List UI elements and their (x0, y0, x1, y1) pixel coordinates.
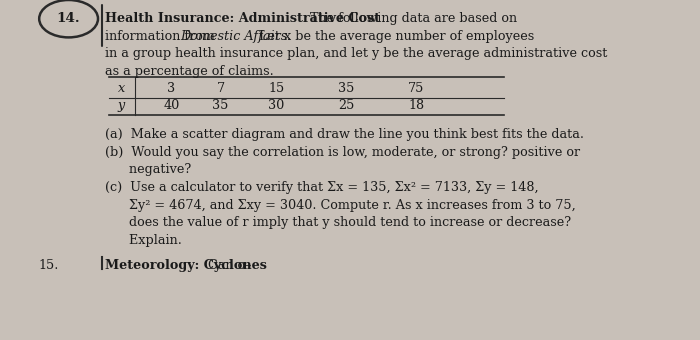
Text: The following data are based on: The following data are based on (306, 12, 517, 25)
Text: Domestic Affairs.: Domestic Affairs. (180, 30, 291, 42)
Text: information from: information from (105, 30, 219, 42)
Text: 30: 30 (268, 100, 285, 113)
Text: 25: 25 (338, 100, 355, 113)
Text: (b)  Would you say the correlation is low, moderate, or strong? positive or: (b) Would you say the correlation is low… (105, 146, 580, 159)
Text: y: y (118, 100, 125, 113)
Text: 3: 3 (167, 82, 176, 95)
Text: 7: 7 (216, 82, 225, 95)
Text: Σy² = 4674, and Σxy = 3040. Compute r. As x increases from 3 to 75,: Σy² = 4674, and Σxy = 3040. Compute r. A… (105, 199, 575, 212)
Text: 18: 18 (408, 100, 425, 113)
Text: 15: 15 (268, 82, 285, 95)
Text: Meteorology: Cyclones: Meteorology: Cyclones (105, 259, 267, 272)
Text: Let x be the average number of employees: Let x be the average number of employees (255, 30, 534, 42)
Text: x: x (118, 82, 125, 95)
Text: Explain.: Explain. (105, 234, 182, 247)
Text: 35: 35 (212, 100, 229, 113)
Text: 35: 35 (338, 82, 355, 95)
Text: Health Insurance: Administrative Cost: Health Insurance: Administrative Cost (105, 12, 380, 25)
Text: negative?: negative? (105, 164, 191, 176)
Text: (a)  Make a scatter diagram and draw the line you think best fits the data.: (a) Make a scatter diagram and draw the … (105, 128, 584, 141)
Text: in a group health insurance plan, and let y be the average administrative cost: in a group health insurance plan, and le… (105, 47, 608, 60)
Text: 15.: 15. (38, 259, 59, 272)
Text: 75: 75 (408, 82, 425, 95)
Text: Can o–: Can o– (204, 259, 252, 272)
Text: (c)  Use a calculator to verify that Σx = 135, Σx² = 7133, Σy = 148,: (c) Use a calculator to verify that Σx =… (105, 181, 538, 194)
Text: 14.: 14. (57, 12, 80, 25)
Text: 40: 40 (163, 100, 180, 113)
Text: as a percentage of claims.: as a percentage of claims. (105, 65, 274, 78)
Text: does the value of r imply that y should tend to increase or decrease?: does the value of r imply that y should … (105, 217, 571, 230)
